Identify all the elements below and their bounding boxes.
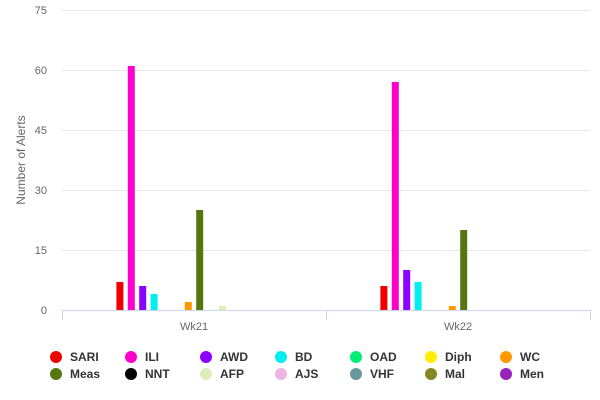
- legend-item-bd[interactable]: BD: [275, 350, 313, 364]
- legend-label: WC: [520, 350, 540, 364]
- y-tick-label: 45: [35, 125, 47, 137]
- legend-marker-icon: [200, 351, 212, 363]
- bar-afp-wk21: [219, 306, 226, 310]
- legend-item-men[interactable]: Men: [500, 367, 544, 381]
- bar-meas-wk21: [196, 210, 204, 310]
- legend-label: Mal: [445, 367, 465, 381]
- legend-item-oad[interactable]: OAD: [350, 350, 397, 364]
- legend-marker-icon: [50, 351, 62, 363]
- bar-awd-wk21: [139, 286, 147, 310]
- y-tick-label: 0: [41, 305, 47, 317]
- y-axis-tick-labels: 0 15 30 45 60 75: [35, 5, 47, 317]
- legend-label: AFP: [220, 367, 244, 381]
- legend-label: Diph: [445, 350, 472, 364]
- legend-marker-icon: [50, 368, 62, 380]
- bar-ili-wk21: [127, 66, 135, 310]
- legend-label: SARI: [70, 350, 99, 364]
- legend-label: OAD: [370, 350, 397, 364]
- legend-marker-icon: [125, 351, 137, 363]
- legend-item-ajs[interactable]: AJS: [275, 367, 318, 381]
- legend-marker-icon: [425, 368, 437, 380]
- legend-label: AJS: [295, 367, 318, 381]
- y-tick-label: 15: [35, 245, 47, 257]
- bar-awd-wk22: [403, 270, 411, 310]
- legend-marker-icon: [500, 368, 512, 380]
- legend: SARI ILI AWD BD OAD Diph WC Meas NNT AFP AJS VHF Mal…: [50, 350, 544, 381]
- bar-wc-wk22: [448, 306, 456, 310]
- y-axis-title: Number of Alerts: [14, 115, 28, 204]
- legend-marker-icon: [350, 351, 362, 363]
- legend-marker-icon: [275, 368, 287, 380]
- legend-label: ILI: [145, 350, 159, 364]
- legend-item-diph[interactable]: Diph: [425, 350, 472, 364]
- bar-wc-wk21: [184, 302, 192, 310]
- x-axis: Wk21 Wk22: [62, 310, 591, 333]
- bar-bd-wk22: [414, 282, 422, 310]
- y-tick-label: 60: [35, 65, 47, 77]
- bars: [116, 66, 468, 310]
- y-tick-label: 75: [35, 5, 47, 17]
- legend-marker-icon: [500, 351, 512, 363]
- grid-lines: [62, 10, 590, 251]
- legend-item-mal[interactable]: Mal: [425, 367, 465, 381]
- legend-item-awd[interactable]: AWD: [200, 350, 248, 364]
- y-tick-label: 30: [35, 185, 47, 197]
- legend-item-vhf[interactable]: VHF: [350, 367, 394, 381]
- bar-sari-wk21: [116, 282, 124, 310]
- bar-bd-wk21: [150, 294, 158, 310]
- legend-marker-icon: [350, 368, 362, 380]
- legend-item-sari[interactable]: SARI: [50, 350, 99, 364]
- legend-item-nnt[interactable]: NNT: [125, 367, 170, 381]
- legend-label: Meas: [70, 367, 100, 381]
- x-tick-label: Wk22: [444, 321, 472, 333]
- bar-meas-wk22: [460, 230, 468, 310]
- legend-item-meas[interactable]: Meas: [50, 367, 100, 381]
- legend-marker-icon: [275, 351, 287, 363]
- legend-item-ili[interactable]: ILI: [125, 350, 159, 364]
- bar-ili-wk22: [391, 82, 399, 310]
- legend-marker-icon: [125, 368, 137, 380]
- legend-label: VHF: [370, 367, 394, 381]
- x-tick-label: Wk21: [180, 321, 208, 333]
- legend-item-afp[interactable]: AFP: [200, 367, 244, 381]
- legend-marker-icon: [200, 368, 212, 380]
- legend-marker-icon: [425, 351, 437, 363]
- bar-sari-wk22: [380, 286, 388, 310]
- legend-label: BD: [295, 350, 313, 364]
- legend-label: Men: [520, 367, 544, 381]
- legend-label: NNT: [145, 367, 170, 381]
- legend-label: AWD: [220, 350, 248, 364]
- legend-item-wc[interactable]: WC: [500, 350, 540, 364]
